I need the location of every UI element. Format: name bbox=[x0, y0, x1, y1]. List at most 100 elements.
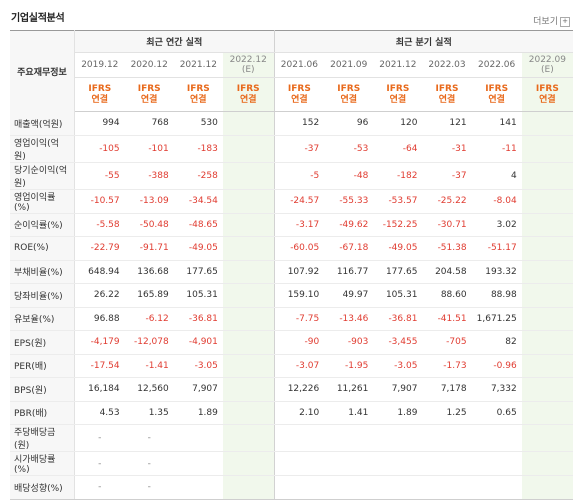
value-cell: -25.22 bbox=[422, 189, 472, 214]
value-cell: 2.10 bbox=[274, 401, 325, 425]
row-label: 주당배당금(원) bbox=[10, 424, 75, 452]
value-cell: 177.65 bbox=[173, 260, 223, 284]
value-cell: -67.18 bbox=[324, 236, 374, 261]
value-cell bbox=[422, 424, 472, 452]
value-cell: 105.31 bbox=[373, 283, 423, 308]
value-cell: 0.65 bbox=[471, 401, 522, 425]
estimate-label: (E) bbox=[541, 65, 554, 75]
value-cell: -36.81 bbox=[173, 307, 223, 331]
value-cell: -182 bbox=[373, 162, 423, 190]
value-cell: -64 bbox=[373, 135, 423, 163]
value-cell: -1.41 bbox=[124, 354, 174, 378]
row-label: BPS(원) bbox=[10, 377, 75, 402]
row-label: PER(배) bbox=[10, 354, 75, 378]
consolidated-label: 연결 bbox=[488, 94, 505, 105]
ifrs-label: IFRS bbox=[386, 83, 410, 94]
period-label: 2022.09 bbox=[528, 55, 566, 65]
ifrs-header: IFRS 연결 bbox=[521, 77, 573, 112]
value-cell: 4.53 bbox=[74, 401, 125, 425]
table-row: PBR(배) 4.53 1.35 1.89 2.10 1.41 1.89 1.25 0.65 bbox=[10, 401, 573, 425]
value-cell: -90 bbox=[274, 330, 325, 355]
table-row: EPS(원) -4,179 -12,078 -4,901 -90 -903 -3,455 -7… bbox=[10, 330, 573, 355]
value-cell: 768 bbox=[124, 111, 174, 136]
ifrs-label: IFRS bbox=[236, 83, 260, 94]
plus-icon: + bbox=[560, 16, 570, 27]
period-header: 2019.12 bbox=[74, 52, 125, 78]
ifrs-header: IFRS 연결 bbox=[422, 77, 472, 112]
period-header: 2021.12 bbox=[173, 52, 223, 78]
value-cell: 1.25 bbox=[422, 401, 472, 425]
value-cell: 136.68 bbox=[124, 260, 174, 284]
value-cell: -48.65 bbox=[173, 213, 223, 237]
value-cell bbox=[422, 451, 472, 476]
value-cell: 4 bbox=[471, 162, 522, 190]
value-cell: 530 bbox=[173, 111, 223, 136]
value-cell bbox=[521, 307, 573, 331]
table-row: ROE(%) -22.79 -91.71 -49.05 -60.05 -67.18 -49.… bbox=[10, 236, 573, 261]
row-label: 매출액(억원) bbox=[10, 111, 75, 136]
value-cell bbox=[521, 475, 573, 500]
value-cell bbox=[521, 283, 573, 308]
value-cell: -24.57 bbox=[274, 189, 325, 214]
period-header: 2020.12 bbox=[124, 52, 174, 78]
value-cell: 204.58 bbox=[422, 260, 472, 284]
ifrs-label: IFRS bbox=[137, 83, 161, 94]
value-cell bbox=[521, 260, 573, 284]
value-cell: 16,184 bbox=[74, 377, 125, 402]
table-row: 매출액(억원) 994 768 530 152 96 120 121 141 bbox=[10, 111, 573, 136]
value-cell: 152 bbox=[274, 111, 325, 136]
table-row: 순이익률(%) -5.58 -50.48 -48.65 -3.17 -49.62 -152.… bbox=[10, 213, 573, 237]
value-cell: 159.10 bbox=[274, 283, 325, 308]
value-cell: -8.04 bbox=[471, 189, 522, 214]
value-cell bbox=[521, 330, 573, 355]
value-cell bbox=[471, 475, 522, 500]
value-cell: -55 bbox=[74, 162, 125, 190]
value-cell bbox=[274, 424, 325, 452]
value-cell: - bbox=[74, 451, 125, 476]
value-cell: 141 bbox=[471, 111, 522, 136]
quarter-group-header: 최근 분기 실적 bbox=[274, 30, 573, 53]
value-cell bbox=[521, 424, 573, 452]
value-cell: -11 bbox=[471, 135, 522, 163]
more-link[interactable]: 더보기 + bbox=[533, 14, 570, 27]
value-cell: 11,261 bbox=[324, 377, 374, 402]
value-cell: -49.62 bbox=[324, 213, 374, 237]
value-cell: -6.12 bbox=[124, 307, 174, 331]
period-header: 2022.09 (E) bbox=[521, 52, 573, 78]
value-cell bbox=[222, 354, 275, 378]
row-label: PBR(배) bbox=[10, 401, 75, 425]
value-cell: -7.75 bbox=[274, 307, 325, 331]
value-cell bbox=[373, 424, 423, 452]
more-label: 더보기 bbox=[533, 17, 558, 27]
value-cell: -903 bbox=[324, 330, 374, 355]
financial-table: 주요재무정보 최근 연간 실적 최근 분기 실적 2019.12 2020.12 2… bbox=[10, 30, 573, 500]
value-cell bbox=[222, 307, 275, 331]
table-row: 배당성향(%) - - bbox=[10, 475, 573, 500]
value-cell bbox=[222, 236, 275, 261]
value-cell: 1.89 bbox=[373, 401, 423, 425]
value-cell: -53.57 bbox=[373, 189, 423, 214]
ifrs-header: IFRS 연결 bbox=[471, 77, 522, 112]
ifrs-label: IFRS bbox=[337, 83, 361, 94]
period-header: 2021.06 bbox=[274, 52, 325, 78]
value-cell: - bbox=[124, 424, 174, 452]
value-cell bbox=[422, 475, 472, 500]
value-cell: -1.95 bbox=[324, 354, 374, 378]
value-cell bbox=[222, 283, 275, 308]
row-label: 당좌비율(%) bbox=[10, 283, 75, 308]
value-cell: -60.05 bbox=[274, 236, 325, 261]
value-cell: -34.54 bbox=[173, 189, 223, 214]
value-cell bbox=[222, 330, 275, 355]
consolidated-label: 연결 bbox=[91, 94, 109, 105]
section-title: 기업실적분석 bbox=[11, 13, 65, 24]
value-cell: -13.46 bbox=[324, 307, 374, 331]
value-cell: -13.09 bbox=[124, 189, 174, 214]
value-cell bbox=[274, 451, 325, 476]
value-cell bbox=[521, 189, 573, 214]
value-cell: 1.35 bbox=[124, 401, 174, 425]
value-cell: -183 bbox=[173, 135, 223, 163]
value-cell: - bbox=[124, 451, 174, 476]
period-header: 2021.12 bbox=[373, 52, 423, 78]
row-label: 당기순이익(억원) bbox=[10, 162, 75, 190]
